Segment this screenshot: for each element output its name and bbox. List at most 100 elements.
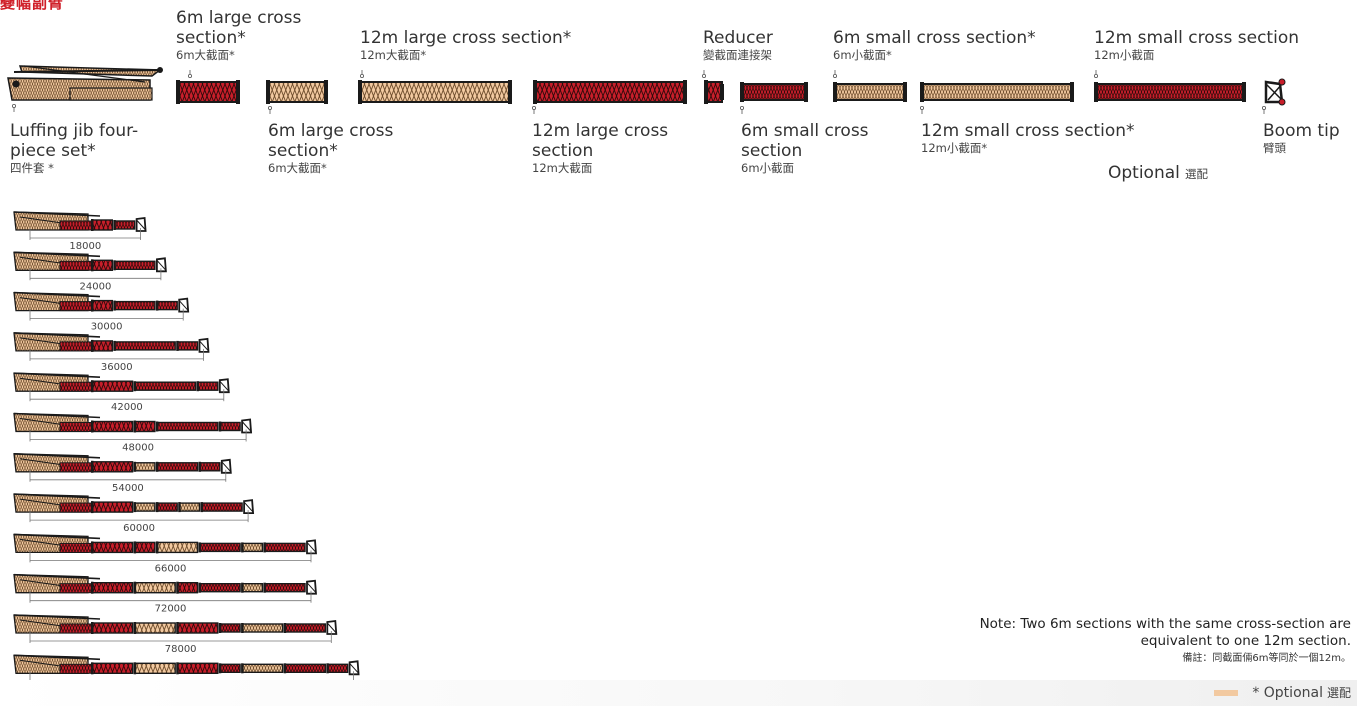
segment-joint <box>196 381 199 392</box>
boom-tip-brace <box>219 380 230 392</box>
length-label: 60000 <box>123 523 155 534</box>
label-12m-small-optional: 12m small cross section* 12m小截面* <box>921 121 1135 155</box>
segment-joint <box>326 663 329 674</box>
boom-tip-brace <box>178 300 189 311</box>
config-row: 60000 <box>13 493 255 534</box>
jib-base <box>59 663 93 674</box>
config-rows: 18000 24000 30000 36000 42000 48000 54000 60000… <box>13 211 360 695</box>
boom-segment <box>91 420 134 433</box>
boom-segment <box>133 622 176 634</box>
boom-tip <box>178 297 190 313</box>
boom-segment <box>133 420 156 433</box>
label-en: 6m small cross section* <box>833 28 1036 48</box>
jib-chord <box>13 291 101 298</box>
bottom-band <box>0 680 1357 706</box>
jib-chord <box>13 412 101 419</box>
jib-chord <box>13 251 101 258</box>
boom-segment <box>113 341 176 351</box>
label-zh: 12m小截面 <box>1094 48 1155 62</box>
boom-segment <box>241 623 284 633</box>
segment-joint <box>241 663 244 674</box>
segment-joint <box>218 663 222 674</box>
segment-joint <box>200 502 203 513</box>
config-row: 66000 <box>13 533 317 574</box>
segment-joint <box>198 542 201 553</box>
jib-chord <box>13 654 101 661</box>
segment-joint <box>91 541 94 554</box>
label-zh: 6m小截面 <box>741 161 795 175</box>
legend-text: * Optional <box>1252 685 1323 701</box>
label-12m-large: 12m large cross section 12m大截面 <box>532 121 672 175</box>
boom-segment <box>91 622 134 634</box>
boom-segment <box>133 662 176 674</box>
segment-joint <box>91 420 94 433</box>
label-zh: 6m大截面* <box>176 48 235 62</box>
boom-segment <box>284 663 327 673</box>
boom-segment <box>156 541 199 554</box>
boom-segment <box>263 542 306 553</box>
jib-chord <box>13 372 101 378</box>
boom-segment <box>198 542 241 553</box>
luffing-jib-graphic <box>7 65 163 101</box>
section-12m-large-optional <box>358 80 512 104</box>
jib-base <box>59 381 93 392</box>
segment-joint <box>113 340 116 351</box>
segment-joint <box>283 623 287 633</box>
segment-joint <box>91 501 94 514</box>
jib-chord <box>13 453 101 459</box>
boom-segment <box>219 623 241 633</box>
config-row: 78000 <box>13 614 338 655</box>
jib-base <box>59 623 93 634</box>
boom-tip-brace <box>136 219 146 231</box>
note: Note: Two 6m sections with the same cros… <box>911 616 1351 668</box>
label-en: 12m small cross section* <box>921 121 1135 141</box>
boom-segment <box>91 259 113 271</box>
config-row: 72000 <box>13 573 317 615</box>
section-12m-small <box>1094 82 1246 102</box>
boom-segment <box>219 663 241 673</box>
boom-segment <box>91 582 134 594</box>
segment-joint <box>91 581 94 594</box>
boom-tip <box>306 539 317 555</box>
segment-joint <box>91 219 94 231</box>
section-12m-large <box>533 80 687 104</box>
boom-segment <box>284 623 327 633</box>
jib-base <box>59 422 93 432</box>
boom-segment <box>326 663 349 673</box>
label-zh: 臂頭 <box>1263 141 1286 155</box>
boom-segment <box>113 220 136 230</box>
boom-segment <box>91 461 134 473</box>
config-row: 36000 <box>13 332 210 373</box>
label-zh: 6m大截面* <box>268 161 327 175</box>
segment-joint <box>91 259 94 272</box>
segment-joint <box>155 461 159 472</box>
label-en: 12m large cross section <box>532 121 669 161</box>
label-en: 6m small cross section <box>741 121 869 161</box>
boom-tip <box>243 499 255 514</box>
label-zh: 12m大截面* <box>360 48 427 62</box>
boom-segment <box>176 622 219 634</box>
segment-joint <box>133 581 137 594</box>
boom-tip-brace <box>199 340 209 352</box>
jib-chord <box>13 533 101 540</box>
boom-tip <box>326 619 338 635</box>
length-label: 24000 <box>80 281 112 292</box>
boom-tip-brace <box>156 259 167 271</box>
boom-segment <box>241 583 264 593</box>
boom-segment <box>198 462 221 472</box>
jib-base <box>59 583 93 594</box>
length-label: 30000 <box>91 322 123 333</box>
label-zh: 變截面連接架 <box>703 48 772 62</box>
segment-joint <box>218 421 222 432</box>
label-en: Reducer <box>703 28 773 48</box>
segment-joint <box>155 502 159 513</box>
segment-joint <box>155 541 159 554</box>
boom-tip-graphic <box>1264 78 1286 106</box>
boom-tip <box>218 378 230 394</box>
segment-joint <box>198 461 201 472</box>
jib-base <box>59 220 93 231</box>
boom-segment <box>113 300 156 311</box>
label-6m-small: 6m small cross section 6m小截面 <box>741 121 871 175</box>
boom-segment <box>241 663 284 673</box>
boom-segment <box>176 662 219 674</box>
